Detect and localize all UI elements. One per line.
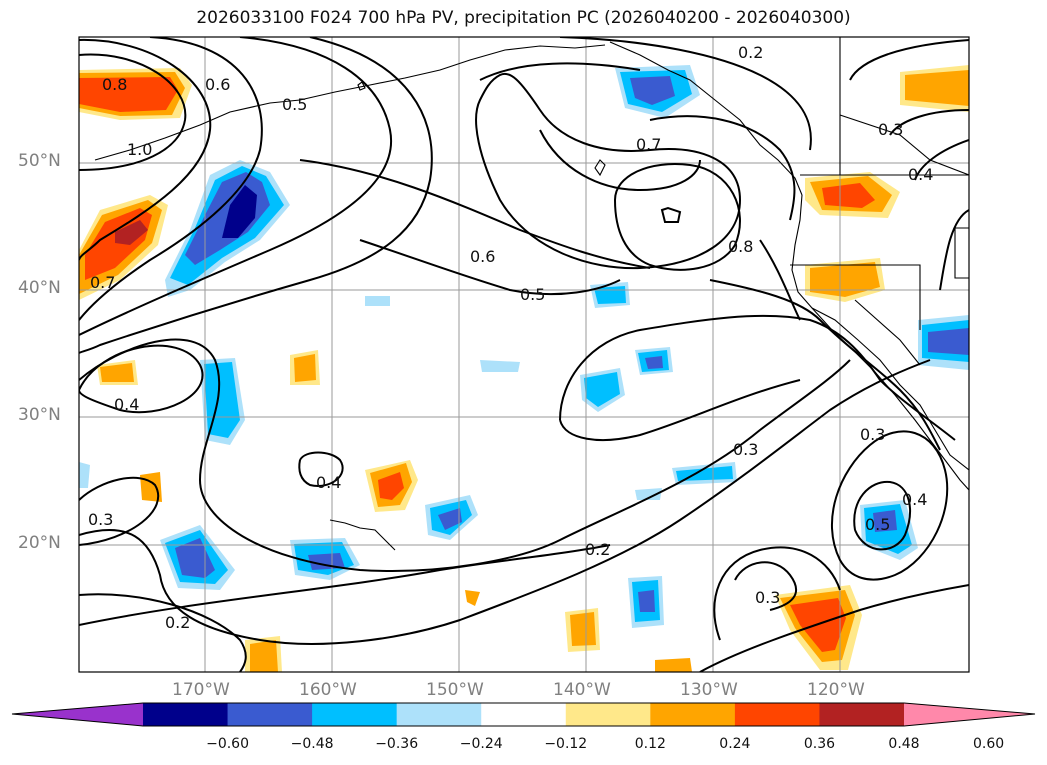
colorbar-tick-label: −0.24 (459, 736, 503, 752)
lat-label-50n: 50°N (18, 151, 61, 171)
colorbar-tick-label: −0.12 (544, 736, 588, 752)
contour-label: 1.0 (127, 140, 152, 159)
contour-label-group: 0.8 1.0 0.6 0.5 0.2 0.3 0.4 0.7 0.6 0.5 … (88, 43, 933, 632)
contour-label: 0.8 (728, 237, 753, 256)
contour-label: 0.3 (878, 120, 903, 139)
colorbar-segment (143, 703, 229, 726)
colorbar-tick-label: −0.36 (375, 736, 419, 752)
colorbar-tick-label: −0.60 (206, 736, 249, 752)
lat-label-30n: 30°N (18, 405, 61, 425)
lat-label-20n: 20°N (18, 533, 61, 553)
contour-label: 0.5 (282, 95, 307, 114)
colorbar-tick-label: 0.24 (719, 736, 751, 752)
lat-label-40n: 40°N (18, 278, 61, 298)
lon-label-160w: 160°W (299, 680, 357, 700)
map-frame (78, 36, 970, 673)
lon-label-130w: 130°W (680, 680, 738, 700)
contour-label: 0.4 (316, 473, 341, 492)
colorbar-tick-label: 0.60 (972, 736, 1005, 752)
contour-label: 0.6 (470, 247, 495, 266)
colorbar-segment (565, 703, 651, 726)
lon-label-150w: 150°W (426, 680, 484, 700)
precip-negative-shading (79, 65, 969, 628)
contour-label: 0.6 (205, 75, 230, 94)
contour-label: 0.2 (738, 43, 763, 62)
contour-label: 0.4 (114, 395, 139, 414)
contour-label: 0.4 (902, 490, 927, 509)
colorbar-tick-label: 0.48 (888, 736, 920, 752)
colorbar-segment (312, 703, 398, 726)
colorbar-segment (227, 703, 313, 726)
contour-label: 0.5 (520, 285, 545, 304)
lon-label-140w: 140°W (553, 680, 611, 700)
colorbar-segment (650, 703, 736, 726)
colorbar-tick-label: 0.36 (803, 736, 836, 752)
colorbar-tick-label: −0.48 (290, 736, 334, 752)
pv-contours (79, 37, 969, 672)
contour-label: 0.3 (88, 510, 113, 529)
contour-label: 0.3 (755, 588, 780, 607)
colorbar-extend-high (904, 703, 1035, 726)
map-title: 2026033100 F024 700 hPa PV, precipitatio… (196, 8, 851, 28)
contour-label: 0.4 (908, 165, 933, 184)
contour-label: 0.5 (865, 515, 890, 534)
colorbar-extend-low (12, 703, 143, 726)
colorbar-segment (481, 703, 567, 726)
colorbar-segment (734, 703, 820, 726)
contour-label: 0.3 (733, 440, 758, 459)
contour-label: 0.7 (636, 135, 661, 154)
colorbar-segment (819, 703, 905, 726)
contour-label: 0.2 (585, 540, 610, 559)
contour-label: 0.8 (102, 75, 127, 94)
lon-label-120w: 120°W (807, 680, 865, 700)
contour-label: 0.3 (860, 425, 885, 444)
colorbar-tick-label: 0.12 (634, 736, 666, 752)
precip-positive-shading (79, 65, 969, 672)
contour-label: 0.7 (90, 273, 115, 292)
colorbar-segment (396, 703, 482, 726)
lon-label-170w: 170°W (172, 680, 230, 700)
contour-label: 0.2 (165, 613, 190, 632)
